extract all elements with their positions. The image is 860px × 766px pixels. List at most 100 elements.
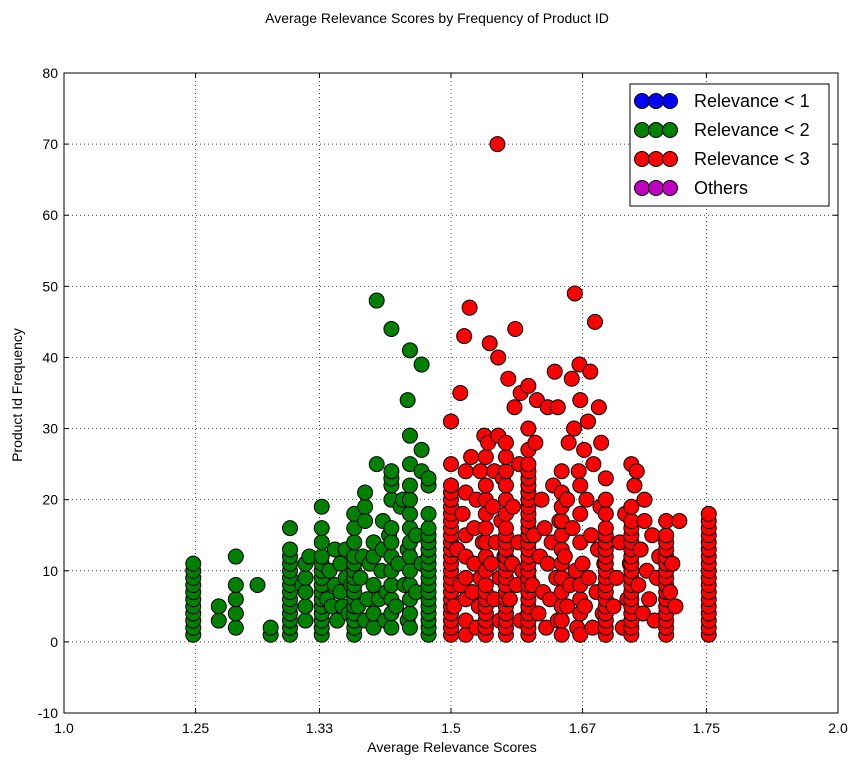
- data-point: [313, 534, 330, 551]
- legend-marker: [662, 93, 678, 109]
- data-point: [282, 541, 299, 558]
- data-point: [481, 335, 498, 352]
- data-point: [401, 427, 418, 444]
- data-point: [497, 520, 514, 537]
- data-point: [490, 349, 507, 366]
- data-point: [477, 577, 494, 593]
- data-point: [520, 420, 537, 437]
- data-point: [446, 598, 463, 615]
- x-tick-label: 1.25: [182, 720, 209, 736]
- data-point: [582, 363, 599, 380]
- data-point: [227, 591, 244, 608]
- data-point: [365, 577, 382, 593]
- data-point: [593, 434, 610, 451]
- data-point: [590, 399, 607, 416]
- data-point: [297, 584, 314, 601]
- data-point: [500, 370, 517, 387]
- data-point: [477, 477, 494, 494]
- data-point: [608, 569, 625, 586]
- data-point: [644, 527, 661, 544]
- x-tick-label: 1.75: [693, 720, 720, 736]
- legend-marker: [648, 93, 664, 109]
- data-point: [489, 136, 506, 153]
- data-point: [576, 598, 593, 615]
- series-relevance-3: [443, 136, 717, 643]
- legend-marker: [634, 180, 650, 196]
- data-point: [297, 569, 314, 586]
- data-point: [632, 541, 649, 558]
- y-tick-label: 50: [42, 278, 58, 294]
- data-point: [313, 520, 330, 537]
- x-tick-label: 1.67: [569, 720, 596, 736]
- legend-entry: Relevance < 3: [634, 149, 810, 169]
- data-point: [533, 491, 550, 508]
- data-point: [549, 399, 566, 416]
- data-point: [443, 413, 459, 430]
- data-point: [365, 605, 382, 622]
- legend-entry: Others: [634, 178, 748, 198]
- data-point: [623, 498, 640, 515]
- y-tick-label: 20: [42, 492, 58, 508]
- data-point: [501, 591, 518, 608]
- data-point: [579, 413, 596, 430]
- data-point: [497, 449, 514, 465]
- data-point: [559, 598, 576, 615]
- data-point: [597, 470, 614, 487]
- data-point: [553, 612, 570, 629]
- data-point: [636, 513, 653, 529]
- data-point: [297, 598, 314, 615]
- legend-marker: [648, 122, 664, 138]
- data-point: [564, 520, 581, 537]
- data-point: [585, 456, 602, 473]
- data-point: [671, 513, 688, 529]
- data-point: [566, 285, 583, 302]
- legend-label: Relevance < 2: [694, 120, 810, 140]
- x-tick-label: 1.33: [306, 720, 333, 736]
- data-point: [443, 477, 459, 494]
- data-point: [332, 555, 349, 572]
- data-point: [536, 520, 553, 537]
- legend-marker: [648, 180, 664, 196]
- data-point: [383, 619, 400, 636]
- legend-marker: [662, 122, 678, 138]
- series-relevance-2: [185, 292, 437, 643]
- data-point: [262, 619, 279, 636]
- data-point: [520, 377, 537, 394]
- data-point: [597, 491, 614, 508]
- data-point: [313, 548, 330, 565]
- data-point: [477, 449, 494, 465]
- legend-marker: [662, 151, 678, 167]
- data-point: [520, 456, 537, 473]
- data-point: [553, 626, 570, 643]
- data-point: [527, 434, 544, 451]
- y-tick-label: 70: [42, 136, 58, 152]
- data-point: [560, 434, 577, 451]
- data-point: [413, 441, 430, 458]
- legend-marker: [634, 122, 650, 138]
- data-point: [662, 584, 679, 601]
- data-point: [484, 498, 501, 515]
- data-point: [667, 598, 684, 615]
- data-point: [383, 534, 400, 551]
- data-point: [634, 605, 651, 622]
- data-point: [210, 612, 227, 629]
- data-point: [664, 555, 681, 572]
- data-point: [477, 520, 494, 537]
- data-point: [282, 520, 299, 537]
- data-point: [530, 605, 547, 622]
- data-point: [383, 520, 400, 537]
- data-point: [542, 591, 559, 608]
- y-axis-label: Product Id Frequency: [9, 328, 25, 462]
- y-tick-label: 0: [50, 634, 58, 650]
- data-point: [572, 505, 589, 522]
- data-point: [605, 598, 622, 615]
- legend-marker: [634, 93, 650, 109]
- legend-label: Relevance < 1: [694, 91, 810, 111]
- data-point: [497, 477, 514, 494]
- data-point: [626, 477, 643, 494]
- data-point: [352, 569, 369, 586]
- y-tick-label: 80: [42, 65, 58, 81]
- data-point: [420, 470, 437, 487]
- data-point: [586, 313, 603, 330]
- legend: Relevance < 1 Relevance < 2 Relevance < 3 O…: [629, 83, 830, 207]
